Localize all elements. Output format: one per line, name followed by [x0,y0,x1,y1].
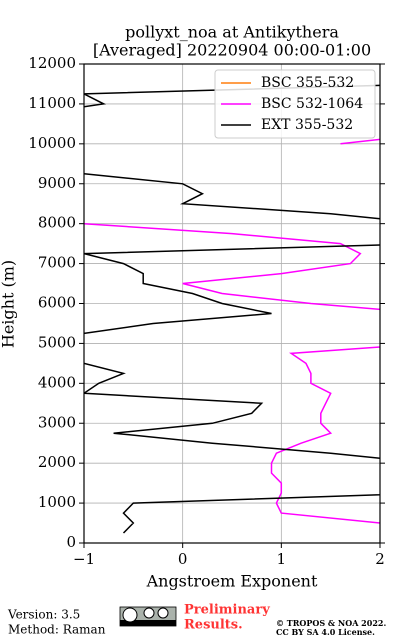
legend-box [214,69,376,139]
data-line [84,123,380,524]
y-tick-label: 5000 [38,333,76,351]
y-tick-label: 4000 [38,373,76,391]
cc-icon [119,606,177,627]
x-tick-label: 1 [277,550,287,568]
notice-line: Preliminary [184,603,270,618]
plot-area [84,84,380,534]
chart-subtitle: [Averaged] 20220904 00:00-01:00 [93,41,371,60]
legend: BSC 355-532 BSC 532-1064 EXT 355-532 [214,69,376,139]
method: Method: Raman [8,623,106,637]
y-tick-label: 8000 [38,214,76,232]
y-tick-label: 6000 [38,294,76,312]
y-tick-label: 7000 [38,254,76,272]
x-tick-label: 2 [375,550,385,568]
legend-label: BSC 355-532 [261,75,354,91]
notice-line: Results. [184,618,243,633]
y-tick-label: 9000 [38,174,76,192]
legend-label: EXT 355-532 [261,117,353,133]
version: Version: 3.5 [7,608,80,622]
y-tick-label: 12000 [28,54,76,72]
y-axis-label: Height (m) [0,260,18,348]
data-line [84,84,380,534]
legend-label: BSC 532-1064 [261,96,363,112]
y-tick-label: 0 [66,533,76,551]
y-tick-label: 2000 [38,453,76,471]
x-tick-label: −1 [73,550,95,568]
copyright-line: © TROPOS & NOA 2022. [276,618,386,628]
y-tick-label: 1000 [38,493,76,511]
y-tick-label: 10000 [28,134,76,152]
chart-title: pollyxt_noa at Antikythera [125,23,339,42]
y-tick-label: 11000 [28,94,76,112]
y-tick-label: 3000 [38,413,76,431]
x-tick-label: 0 [178,550,188,568]
copyright-line: CC BY SA 4.0 License. [276,627,375,637]
x-axis-label: Angstroem Exponent [146,572,318,591]
